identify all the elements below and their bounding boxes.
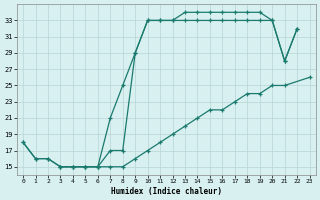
X-axis label: Humidex (Indice chaleur): Humidex (Indice chaleur) bbox=[111, 187, 222, 196]
